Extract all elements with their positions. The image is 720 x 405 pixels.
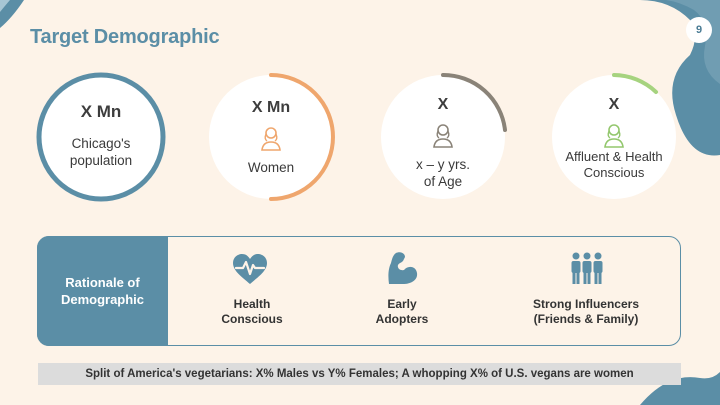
stat-label-line2: Conscious xyxy=(583,165,645,180)
slide-title: Target Demographic xyxy=(30,26,220,48)
flexed-arm-icon xyxy=(388,252,418,284)
stat-item-4: X Affluent & Health Conscious xyxy=(552,75,676,199)
stat-circle-1-bg xyxy=(39,75,163,199)
woman-icon xyxy=(261,127,281,151)
rationale-label: Rationale of Demographic xyxy=(37,236,168,346)
stat-label-line2: population xyxy=(69,153,133,168)
stat-circle-2-ring xyxy=(269,73,335,201)
page-number: 9 xyxy=(686,17,712,43)
rationale-label-line1: Rationale of xyxy=(65,275,140,290)
stat-circle-3-ring xyxy=(441,72,507,132)
stat-value: X Mn xyxy=(251,99,291,116)
stat-circle-2-bg xyxy=(209,75,333,199)
stat-value: X Mn xyxy=(80,102,122,121)
rationale-item-line1: Strong Influencers xyxy=(532,297,639,311)
stat-label-line2: of Age xyxy=(423,174,463,189)
rationale-item-3: Strong Influencers (Friends & Family) xyxy=(506,297,666,327)
rationale-item-line2: Conscious xyxy=(221,312,283,326)
stat-value: X xyxy=(437,96,449,113)
rationale-item-2: Early Adopters xyxy=(342,297,462,327)
stat-item-2: X Mn Women xyxy=(209,75,333,199)
stat-circle-4-ring xyxy=(612,73,658,94)
footer-note: Split of America's vegetarians: X% Males… xyxy=(38,363,681,385)
stat-circle-4-bg xyxy=(552,75,676,199)
heart-pulse-icon xyxy=(233,254,267,284)
stat-label-line1: Women xyxy=(247,160,295,175)
stat-item-3: X x – y yrs. of Age xyxy=(381,75,505,199)
stat-label-line1: x – y yrs. xyxy=(415,157,470,172)
stat-label-line1: Chicago's xyxy=(71,136,131,151)
stat-circle-3-bg xyxy=(381,75,505,199)
rationale-item-line1: Health xyxy=(233,297,271,311)
woman-icon xyxy=(604,124,624,148)
stat-item-1: X Mn Chicago's population xyxy=(39,75,163,199)
person-icon xyxy=(433,124,453,148)
rationale-item-line1: Early xyxy=(387,297,417,311)
stat-label-line1: Affluent & Health xyxy=(565,149,663,164)
rationale-item-line2: (Friends & Family) xyxy=(533,312,639,326)
stat-value: X xyxy=(608,96,620,113)
group-icon xyxy=(571,252,603,284)
stat-circle-1-ring xyxy=(36,72,166,202)
rationale-label-line2: Demographic xyxy=(60,292,145,307)
rationale-item-1: Health Conscious xyxy=(192,297,312,327)
rationale-item-line2: Adopters xyxy=(375,312,429,326)
